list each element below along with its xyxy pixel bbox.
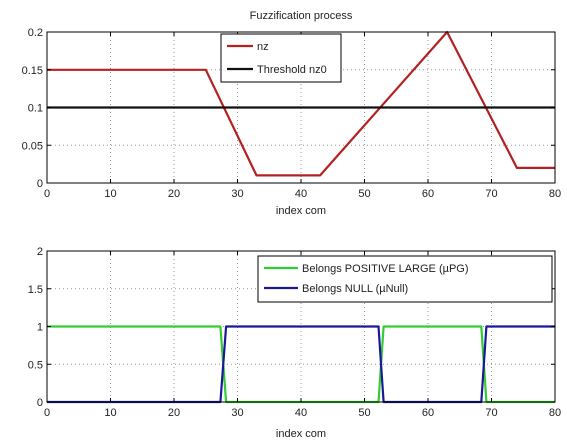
y-tick-label: 0.05 (22, 140, 43, 152)
chart-1: 0 10 20 30 40 50 60 70 80 0 0.05 0.1 0.15 0.2 Fuzzific… (22, 10, 562, 217)
chart-title: Fuzzification process (250, 10, 353, 22)
x-tick-label: 10 (104, 188, 116, 200)
legend-box (257, 255, 553, 303)
series-line-1 (47, 30, 555, 177)
x-tick-label: 30 (231, 188, 243, 200)
legend-label: Belongs POSITIVE LARGE (µPG) (302, 263, 469, 275)
ticks: 0 10 20 30 40 50 60 70 80 0 0.5 1 1.5 2 (28, 246, 561, 419)
legend-box (220, 33, 342, 83)
y-tick-label: 0 (37, 178, 43, 190)
x-tick-label: 70 (485, 407, 497, 419)
x-tick-label: 60 (422, 188, 434, 200)
x-tick-label: 30 (231, 407, 243, 419)
x-tick-label: 20 (168, 407, 180, 419)
y-tick-label: 0.5 (28, 359, 43, 371)
x-tick-label: 70 (485, 188, 497, 200)
x-tick-label: 80 (549, 188, 561, 200)
x-tick-label: 80 (549, 407, 561, 419)
y-tick-label: 0.1 (28, 103, 43, 115)
x-tick-label: 40 (295, 188, 307, 200)
legend: nz Threshold nz0 (220, 33, 342, 83)
x-tick-label: 50 (358, 407, 370, 419)
x-axis-label: index com (276, 428, 326, 440)
legend-label: Belongs NULL (µNull) (302, 283, 408, 295)
y-tick-label: 1 (37, 322, 43, 334)
legend: Belongs POSITIVE LARGE (µPG) Belongs NULL… (257, 255, 553, 303)
x-tick-label: 50 (358, 188, 370, 200)
legend-label: nz (257, 41, 269, 53)
x-tick-label: 60 (422, 407, 434, 419)
legend-label: Threshold nz0 (257, 64, 327, 76)
chart-2: 0 10 20 30 40 50 60 70 80 0 0.5 1 1.5 2 index com Belon… (28, 246, 561, 440)
x-axis-label: index com (276, 205, 326, 217)
y-tick-label: 0 (37, 397, 43, 409)
series-line-2 (47, 325, 555, 404)
y-tick-label: 1.5 (28, 284, 43, 296)
x-tick-label: 0 (44, 407, 50, 419)
ticks: 0 10 20 30 40 50 60 70 80 0 0.05 0.1 0.15 0.2 (22, 27, 562, 200)
x-tick-label: 10 (104, 407, 116, 419)
y-tick-label: 2 (37, 246, 43, 258)
x-tick-label: 20 (168, 188, 180, 200)
x-tick-label: 0 (44, 188, 50, 200)
y-tick-label: 0.2 (28, 27, 43, 39)
y-tick-label: 0.15 (22, 65, 43, 77)
x-tick-label: 40 (295, 407, 307, 419)
